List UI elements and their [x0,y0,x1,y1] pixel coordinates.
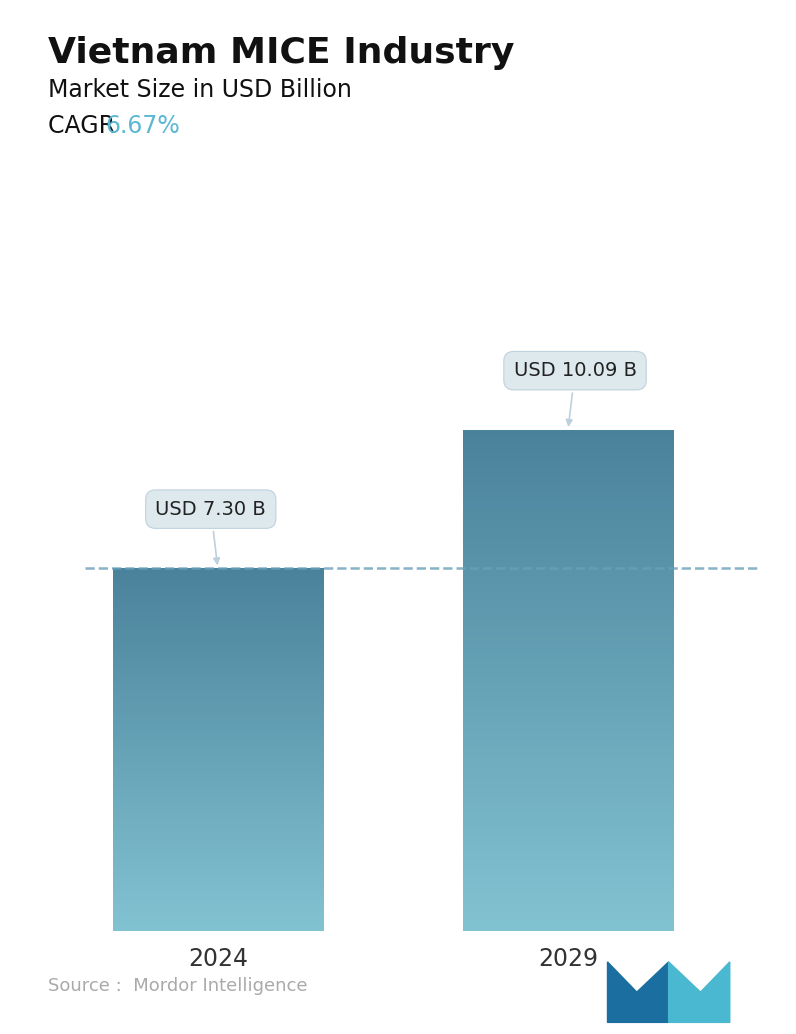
Polygon shape [669,962,730,1023]
Text: 6.67%: 6.67% [105,114,180,138]
Text: Source :  Mordor Intelligence: Source : Mordor Intelligence [48,977,307,995]
Text: Vietnam MICE Industry: Vietnam MICE Industry [48,36,514,70]
Polygon shape [607,962,669,1023]
Text: USD 7.30 B: USD 7.30 B [155,499,266,564]
Text: Market Size in USD Billion: Market Size in USD Billion [48,78,352,101]
Text: CAGR: CAGR [48,114,123,138]
Text: USD 10.09 B: USD 10.09 B [513,361,637,425]
